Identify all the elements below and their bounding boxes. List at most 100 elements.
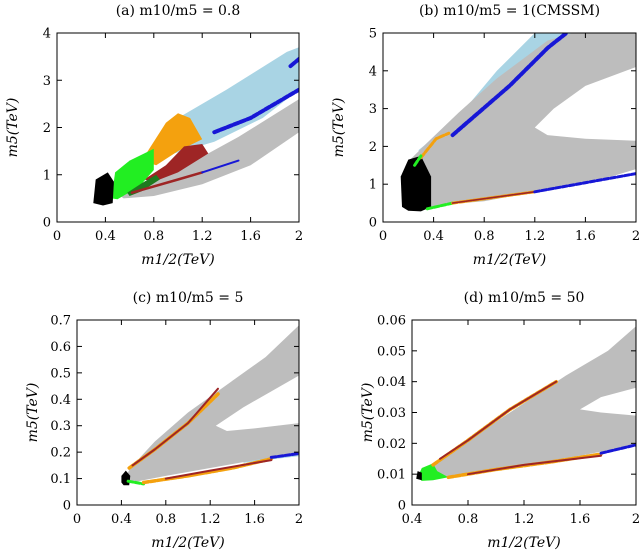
excluded-gap-c-0: [215, 375, 299, 431]
y-axis-label: m5̄(TeV): [331, 98, 347, 158]
x-tick-label: 0.8: [474, 229, 495, 244]
x-tick-label: 0.4: [95, 229, 116, 244]
band-brown-d-3: [467, 454, 602, 476]
y-tick-label: 0.06: [377, 314, 406, 329]
y-tick-label: 1: [43, 168, 51, 183]
chart-title: (a) m10/m5 = 0.8: [116, 3, 241, 19]
x-tick-label: 1.2: [514, 512, 535, 527]
y-tick-label: 0: [63, 499, 71, 514]
x-tick-label: 0: [53, 229, 61, 244]
panel-b: 0 0.4 0.8 1.2 1.6 2 0 1 2 3 4 5 (b) m10/m5 = 1(CMSSM…: [331, 3, 640, 268]
region-green-d-2: [417, 463, 449, 481]
plot-area-c: [121, 325, 299, 486]
x-tick-label: 0: [73, 512, 81, 527]
band-blue-b-0: [450, 33, 569, 138]
band-green-b-2: [413, 154, 423, 167]
band-blue-b-6: [533, 172, 636, 194]
y-tick-label: 0.6: [50, 340, 71, 355]
y-tick-label: 0: [398, 499, 406, 514]
y-axis-label: m5̄(TeV): [360, 383, 376, 443]
x-tick-label: 0: [379, 229, 387, 244]
y-tick-label: 0.03: [377, 406, 406, 421]
band-brown-c-1: [131, 387, 219, 467]
panel-c: 0 0.4 0.8 1.2 1.6 2 0 0.1 0.2 0.3 0.4 0.5 0.6 0.7 (c) …: [25, 290, 303, 551]
chart-title: (c) m10/m5 = 5: [133, 290, 244, 306]
y-tick-label: 3: [43, 74, 51, 89]
chart-title: (b) m10/m5 = 1(CMSSM): [419, 3, 600, 19]
x-tick-label: 1.2: [192, 229, 213, 244]
y-tick-label: 5: [369, 27, 377, 42]
region-black-b-2: [400, 155, 432, 212]
region-gray-c-1: [123, 325, 299, 482]
band-blue-a-1: [288, 57, 299, 69]
band-green-b-3: [425, 201, 455, 211]
y-tick-label: 3: [369, 102, 377, 117]
chart-title: (d) m10/m5 = 50: [464, 290, 585, 306]
y-axis-label: m5̄(TeV): [5, 98, 21, 158]
y-tick-label: 0.5: [50, 366, 71, 381]
y-tick-label: 1: [369, 178, 377, 193]
x-tick-label: 1.6: [575, 229, 596, 244]
y-tick-label: 0.3: [50, 419, 71, 434]
region-gray-d-1: [419, 326, 636, 479]
excluded-gap-d-0: [580, 387, 636, 416]
region-orange-a-2: [141, 113, 203, 166]
panel-d: 0.4 0.8 1.2 1.6 2 0 0.01 0.02 0.03 0.04 0.05 0.06 (d…: [360, 290, 640, 551]
band-blue-c-5: [269, 452, 299, 459]
y-tick-label: 0.2: [50, 446, 71, 461]
y-tick-label: 0.05: [377, 344, 406, 359]
region-black-a-6: [93, 172, 114, 206]
plot-area-b: [400, 33, 636, 212]
plot-area-d: [416, 326, 636, 481]
x-tick-label: 1.2: [524, 229, 545, 244]
region-gray-b-1: [402, 33, 636, 211]
band-green-c-2: [126, 479, 146, 486]
x-axis-label: m1/2(TeV): [141, 252, 214, 268]
band-blue-a-0: [212, 87, 299, 135]
band-blue-d-4: [599, 443, 636, 455]
x-tick-label: 0.8: [143, 229, 164, 244]
y-tick-label: 2: [369, 140, 377, 155]
x-tick-label: 1.6: [570, 512, 591, 527]
region-brown-a-3: [144, 144, 209, 182]
band-blue-a-3: [201, 159, 240, 174]
region-black-d-3: [416, 471, 422, 481]
band-brown-d-1: [439, 380, 558, 460]
x-tick-label: 0.8: [155, 512, 176, 527]
y-tick-label: 0: [369, 216, 377, 231]
x-tick-label: 0.4: [111, 512, 132, 527]
x-tick-label: 0.4: [402, 512, 423, 527]
region-green-a-4: [111, 148, 154, 200]
band-brown-b-5: [451, 191, 536, 204]
axes-frame-c: [76, 319, 300, 506]
x-tick-label: 1.6: [240, 229, 261, 244]
x-tick-label: 1.2: [200, 512, 221, 527]
y-tick-label: 0: [43, 216, 51, 231]
x-tick-label: 1.6: [244, 512, 265, 527]
y-tick-label: 0.04: [377, 375, 406, 390]
x-tick-label: 2: [632, 229, 640, 244]
y-tick-label: 0.1: [50, 472, 71, 487]
x-axis-label: m1/2(TeV): [151, 535, 224, 551]
y-tick-label: 0.7: [50, 314, 71, 329]
band-orange-b-1: [419, 131, 451, 160]
panel-a: 0 0.4 0.8 1.2 1.6 2 0 1 2 3 4 (a) m10/m5 = 0.8 m1/2(…: [5, 3, 303, 268]
y-tick-label: 0.4: [50, 393, 71, 408]
x-tick-label: 2: [295, 512, 303, 527]
band-brown-c-4: [164, 459, 273, 480]
y-tick-label: 0.02: [377, 437, 406, 452]
y-tick-label: 2: [43, 121, 51, 136]
plot-area-a: [93, 47, 299, 206]
y-tick-label: 0.01: [377, 468, 406, 483]
y-tick-label: 4: [43, 27, 51, 42]
x-tick-label: 2: [295, 229, 303, 244]
x-axis-label: m1/2(TeV): [473, 252, 546, 268]
excluded-gap-b-0: [534, 67, 636, 141]
y-tick-label: 4: [369, 64, 377, 79]
x-tick-label: 0.4: [423, 229, 444, 244]
axes-frame-b: [382, 32, 637, 223]
y-axis-label: m5̄(TeV): [25, 383, 41, 443]
band-brown-a-2: [130, 171, 204, 194]
x-tick-label: 0.8: [458, 512, 479, 527]
